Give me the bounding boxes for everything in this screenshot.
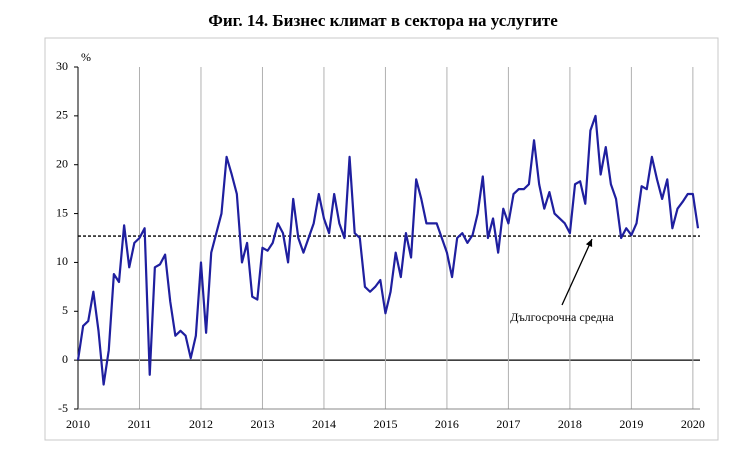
x-tick-label: 2016 xyxy=(435,417,459,431)
y-tick-label: 15 xyxy=(56,205,68,219)
y-tick-label: 10 xyxy=(56,254,68,268)
data-line xyxy=(76,114,700,386)
x-tick-label: 2020 xyxy=(681,417,705,431)
y-axis-label: % xyxy=(81,50,91,64)
annotation: Дългосрочна средна xyxy=(510,310,614,324)
x-tick-label: 2013 xyxy=(250,417,274,431)
annotation-arrow xyxy=(561,238,593,306)
x-tick-label: 2018 xyxy=(558,417,582,431)
y-tick-label: 25 xyxy=(56,108,68,122)
x-tick-label: 2012 xyxy=(189,417,213,431)
x-tick-label: 2015 xyxy=(373,417,397,431)
y-tick-label: 0 xyxy=(62,352,68,366)
x-tick-label: 2017 xyxy=(496,417,520,431)
chart-title: Фиг. 14. Бизнес климат в сектора на услу… xyxy=(208,11,558,30)
y-tick-label: 20 xyxy=(56,156,68,170)
annotation-arrowhead xyxy=(585,239,593,248)
y-tick-label: -5 xyxy=(58,401,68,415)
x-tick-label: 2014 xyxy=(312,417,336,431)
y-tick-label: 5 xyxy=(62,303,68,317)
chart-frame xyxy=(44,37,719,441)
x-tick-label: 2011 xyxy=(128,417,152,431)
x-tick-label: 2019 xyxy=(619,417,643,431)
y-tick-label: 30 xyxy=(56,59,68,73)
x-tick-label: 2010 xyxy=(66,417,90,431)
